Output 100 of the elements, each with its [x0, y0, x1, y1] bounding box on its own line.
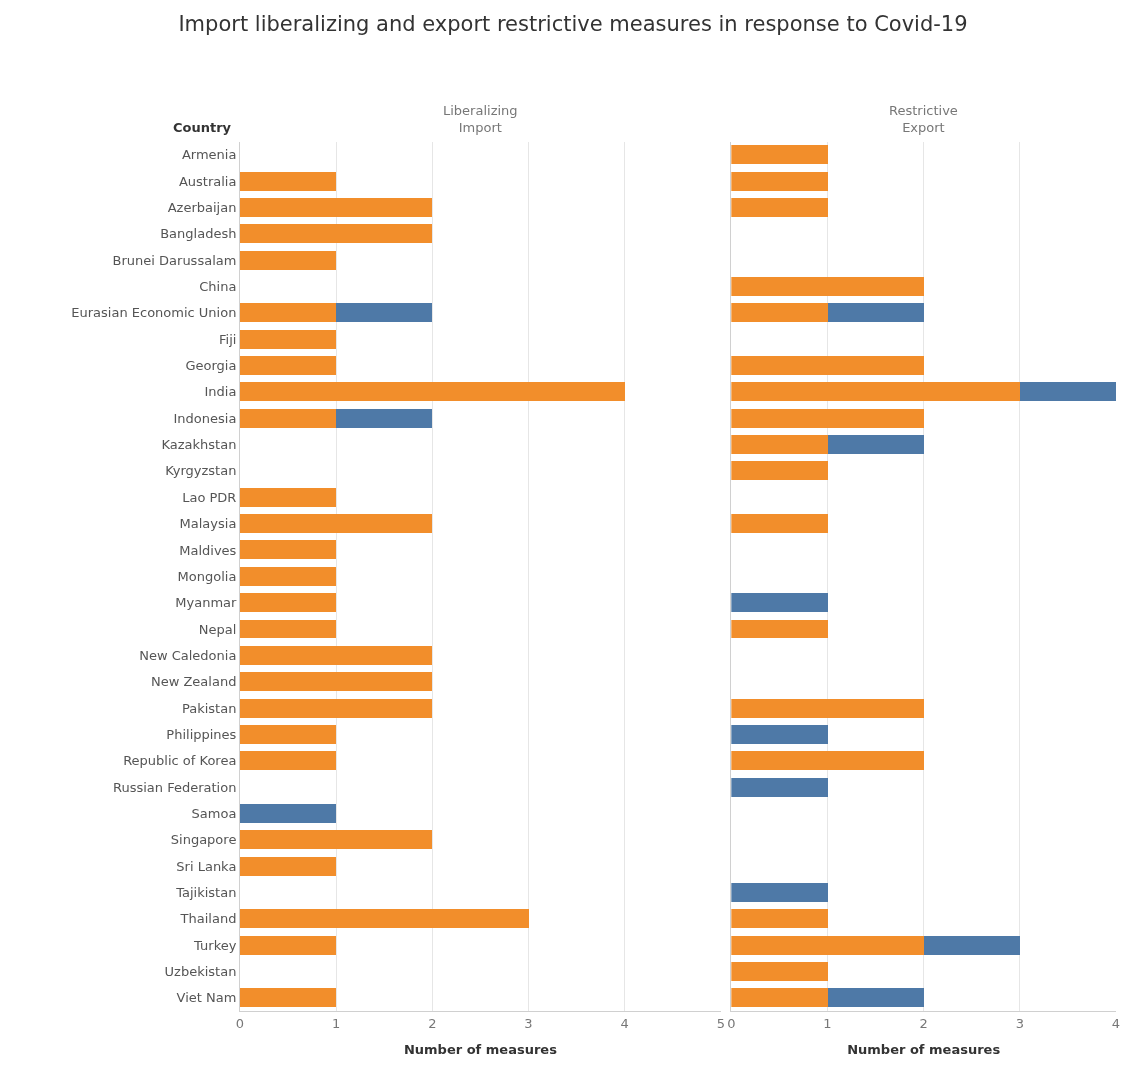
x-tick-label: 0 — [727, 1015, 736, 1031]
bar — [731, 171, 828, 191]
x-tick-label: 3 — [524, 1015, 533, 1031]
bar — [731, 962, 828, 981]
bar — [731, 935, 924, 955]
bar — [240, 382, 625, 402]
bar — [731, 698, 924, 718]
y-tick-label: Viet Nam — [176, 990, 237, 1006]
x-tick-label: 1 — [823, 1015, 832, 1031]
y-tick-label: Mongolia — [177, 568, 237, 584]
bar — [240, 935, 337, 955]
bar — [731, 882, 828, 902]
y-tick-label: Nepal — [198, 621, 237, 637]
x-tick-label: 0 — [235, 1015, 245, 1031]
y-tick-label: Kyrgyzstan — [165, 463, 237, 479]
bar — [240, 856, 337, 876]
y-tick-label: Maldives — [179, 542, 237, 558]
y-tick-label: Turkey — [193, 937, 237, 953]
bar — [240, 803, 337, 823]
y-tick-label: Myanmar — [175, 595, 238, 611]
bar — [731, 303, 828, 323]
y-tick-label: Pakistan — [181, 700, 237, 716]
bar — [240, 909, 529, 929]
x-tick-label: 4 — [620, 1015, 629, 1031]
bar — [240, 619, 337, 639]
bar — [827, 435, 924, 455]
y-tick-label: Samoa — [191, 805, 237, 821]
bar — [1019, 382, 1116, 402]
bar — [240, 988, 337, 1008]
bar — [731, 909, 828, 929]
bar — [240, 566, 337, 586]
bar — [336, 408, 433, 428]
x-tick-label: 2 — [428, 1015, 437, 1031]
y-tick-label: Malaysia — [179, 516, 237, 532]
y-tick-label: New Caledonia — [139, 647, 237, 663]
bar — [240, 197, 433, 217]
bar — [731, 724, 828, 744]
bar — [240, 250, 337, 270]
bar — [731, 197, 828, 217]
bar — [731, 461, 828, 481]
bar — [240, 593, 337, 613]
y-tick-label: Tajikistan — [175, 885, 237, 900]
chart-title: Import liberalizing and export restrictive measures in response to Covid-19 — [178, 11, 968, 36]
bar — [240, 698, 433, 718]
bar — [240, 830, 433, 850]
y-tick-label: Thailand — [179, 911, 237, 927]
bar — [336, 303, 433, 323]
bar — [731, 988, 828, 1008]
x-tick-label: 5 — [716, 1015, 725, 1031]
bar — [731, 435, 828, 455]
y-tick-label: China — [199, 279, 237, 295]
bar — [240, 303, 337, 323]
y-tick-label: Lao PDR — [182, 489, 237, 505]
y-tick-label: Kazakhstan — [161, 437, 237, 453]
bar — [240, 224, 433, 244]
y-tick-label: Eurasian Economic Union — [71, 305, 237, 321]
bar — [731, 356, 924, 376]
bar — [827, 988, 924, 1008]
y-tick-label: Georgia — [185, 358, 237, 374]
bar — [240, 540, 337, 560]
bar — [240, 751, 337, 771]
bar — [731, 277, 924, 296]
y-tick-label: Singapore — [170, 832, 237, 848]
bar — [923, 935, 1020, 955]
bar — [240, 408, 337, 428]
y-tick-label: Russian Federation — [112, 779, 237, 795]
chart-subtitle: Restrictive Export — [889, 103, 958, 135]
y-tick-label: Armenia — [181, 147, 237, 163]
bar — [731, 751, 924, 771]
y-tick-label: Australia — [178, 173, 237, 189]
y-tick-label: Republic of Korea — [123, 753, 237, 769]
bar — [240, 645, 433, 665]
bar — [240, 672, 433, 692]
y-tick-label: Sri Lanka — [176, 858, 237, 874]
bar — [240, 356, 337, 376]
bar — [240, 487, 337, 507]
x-axis-title: Number of measures — [847, 1042, 1001, 1058]
bar — [731, 593, 828, 613]
y-tick-label: Indonesia — [173, 410, 237, 426]
bar — [731, 514, 828, 534]
bar — [731, 408, 924, 428]
y-tick-label: New Zealand — [150, 674, 237, 690]
bar — [731, 619, 828, 639]
chart-subtitle: Liberalizing Import — [443, 103, 518, 135]
x-tick-label: 2 — [919, 1015, 928, 1031]
x-axis-title: Number of measures — [403, 1042, 558, 1058]
bar — [240, 514, 433, 534]
bar — [731, 382, 1020, 402]
bar — [240, 171, 337, 191]
y-axis-title: Country — [173, 120, 232, 135]
bar — [731, 145, 828, 165]
x-tick-label: 4 — [1111, 1015, 1121, 1031]
bar — [731, 777, 828, 797]
y-tick-label: Uzbekistan — [164, 964, 237, 980]
bar — [240, 724, 337, 744]
x-tick-label: 1 — [332, 1015, 341, 1031]
bar — [240, 329, 337, 349]
y-tick-label: Philippines — [166, 726, 237, 742]
y-tick-label: Bangladesh — [160, 226, 237, 242]
y-tick-label: Azerbaijan — [167, 200, 237, 216]
